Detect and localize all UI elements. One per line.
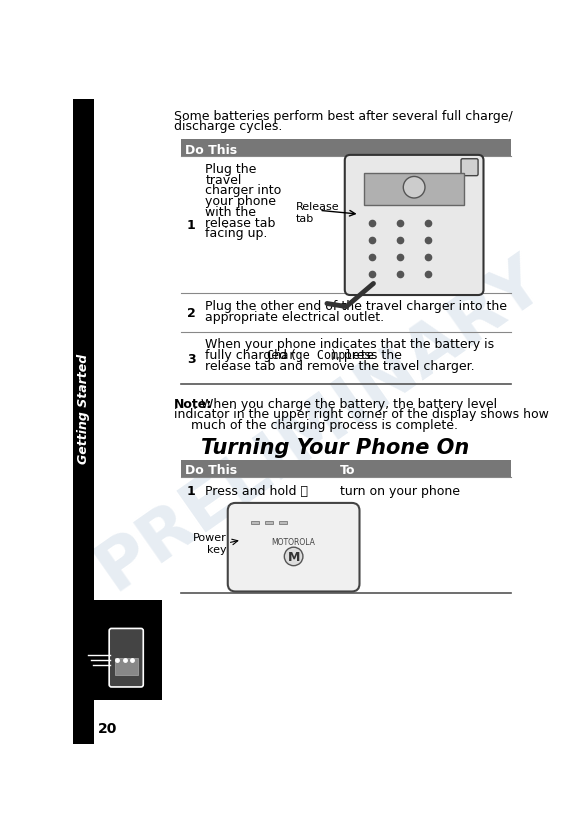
Circle shape: [285, 548, 303, 566]
Text: your phone: your phone: [205, 195, 276, 208]
Text: ), press the: ), press the: [331, 349, 402, 362]
Text: Charge Complete: Charge Complete: [267, 349, 374, 362]
Text: Note:: Note:: [173, 397, 212, 410]
Text: PRELIMINARY: PRELIMINARY: [85, 244, 557, 603]
Text: discharge cycles.: discharge cycles.: [173, 120, 282, 133]
Bar: [181, 140, 510, 157]
Bar: [279, 522, 287, 525]
FancyBboxPatch shape: [345, 155, 484, 296]
Text: Getting Started: Getting Started: [77, 353, 90, 463]
Text: appropriate electrical outlet.: appropriate electrical outlet.: [205, 310, 384, 324]
Text: When your phone indicates that the battery is: When your phone indicates that the batte…: [205, 338, 494, 351]
Bar: [73, 100, 94, 744]
FancyBboxPatch shape: [228, 503, 360, 592]
Text: release tab: release tab: [205, 217, 276, 229]
Text: MOTOROLA: MOTOROLA: [272, 537, 315, 546]
Text: Turning Your Phone On: Turning Your Phone On: [201, 437, 469, 457]
Text: 1: 1: [187, 219, 196, 232]
Text: To: To: [340, 464, 356, 477]
Text: Power
key: Power key: [193, 533, 226, 554]
Text: indicator in the upper right corner of the display shows how: indicator in the upper right corner of t…: [173, 408, 548, 421]
Text: 2: 2: [187, 307, 196, 320]
Text: turn on your phone: turn on your phone: [340, 485, 460, 497]
Text: Release
tab: Release tab: [296, 201, 339, 223]
Text: Plug the other end of the travel charger into the: Plug the other end of the travel charger…: [205, 299, 508, 313]
Text: Press and hold Ⓟ: Press and hold Ⓟ: [205, 485, 308, 497]
Text: charger into: charger into: [205, 184, 282, 197]
Bar: [265, 522, 273, 525]
Text: facing up.: facing up.: [205, 227, 268, 240]
Text: When you charge the battery, the battery level: When you charge the battery, the battery…: [197, 397, 497, 410]
Text: Plug the: Plug the: [205, 163, 257, 176]
Text: release tab and remove the travel charger.: release tab and remove the travel charge…: [205, 359, 475, 373]
FancyBboxPatch shape: [461, 160, 478, 176]
Text: 3: 3: [187, 352, 196, 365]
Bar: [364, 173, 464, 206]
Bar: [73, 600, 162, 701]
Text: travel: travel: [205, 173, 242, 186]
Circle shape: [403, 177, 425, 199]
Text: much of the charging process is complete.: much of the charging process is complete…: [190, 419, 457, 431]
Bar: [115, 659, 138, 675]
Text: Some batteries perform best after several full charge/: Some batteries perform best after severa…: [173, 110, 512, 123]
Text: fully charged (: fully charged (: [205, 349, 296, 362]
Text: 1: 1: [187, 485, 196, 497]
Bar: [181, 461, 510, 477]
Bar: [251, 522, 259, 525]
Text: 20: 20: [98, 721, 117, 735]
Text: Do This: Do This: [185, 144, 237, 157]
Text: Do This: Do This: [185, 464, 237, 477]
Text: with the: with the: [205, 206, 256, 219]
Text: M: M: [288, 550, 300, 563]
FancyBboxPatch shape: [109, 629, 143, 687]
